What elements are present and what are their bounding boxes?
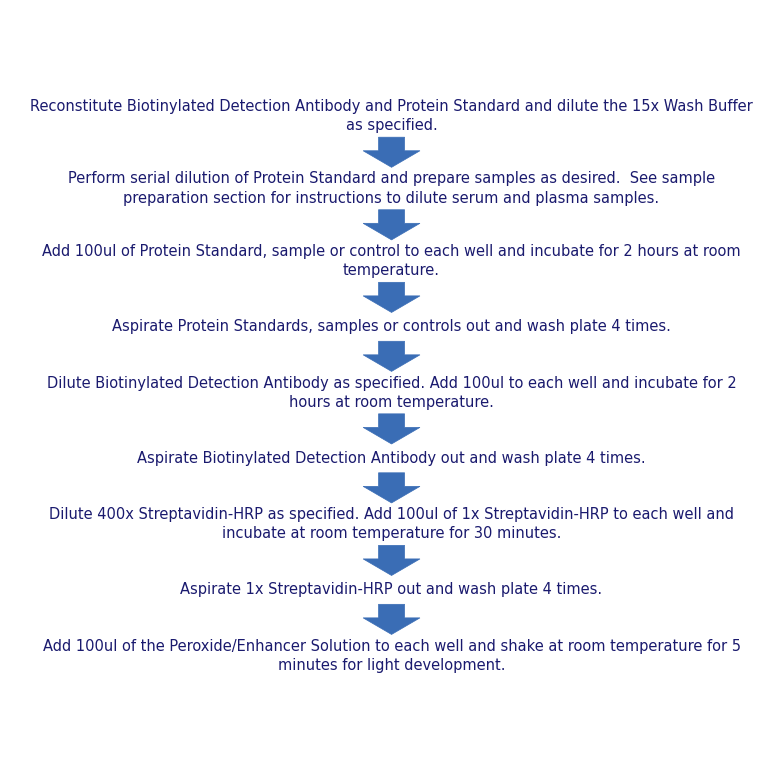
- Polygon shape: [363, 545, 420, 575]
- Text: Dilute 400x Streptavidin-HRP as specified. Add 100ul of 1x Streptavidin-HRP to e: Dilute 400x Streptavidin-HRP as specifie…: [49, 507, 734, 541]
- Polygon shape: [363, 473, 420, 503]
- Text: Dilute Biotinylated Detection Antibody as specified. Add 100ul to each well and : Dilute Biotinylated Detection Antibody a…: [47, 376, 736, 410]
- Polygon shape: [363, 138, 420, 167]
- Text: Add 100ul of Protein Standard, sample or control to each well and incubate for 2: Add 100ul of Protein Standard, sample or…: [42, 244, 741, 278]
- Text: Add 100ul of the Peroxide/Enhancer Solution to each well and shake at room tempe: Add 100ul of the Peroxide/Enhancer Solut…: [43, 639, 740, 673]
- Text: Perform serial dilution of Protein Standard and prepare samples as desired.  See: Perform serial dilution of Protein Stand…: [68, 171, 715, 206]
- Text: Aspirate Biotinylated Detection Antibody out and wash plate 4 times.: Aspirate Biotinylated Detection Antibody…: [138, 451, 646, 466]
- Polygon shape: [363, 342, 420, 371]
- Text: Aspirate Protein Standards, samples or controls out and wash plate 4 times.: Aspirate Protein Standards, samples or c…: [112, 319, 671, 335]
- Polygon shape: [363, 210, 420, 240]
- Polygon shape: [363, 283, 420, 312]
- Polygon shape: [363, 414, 420, 444]
- Polygon shape: [363, 604, 420, 634]
- Text: Aspirate 1x Streptavidin-HRP out and wash plate 4 times.: Aspirate 1x Streptavidin-HRP out and was…: [180, 582, 603, 597]
- Text: Reconstitute Biotinylated Detection Antibody and Protein Standard and dilute the: Reconstitute Biotinylated Detection Anti…: [30, 99, 753, 133]
